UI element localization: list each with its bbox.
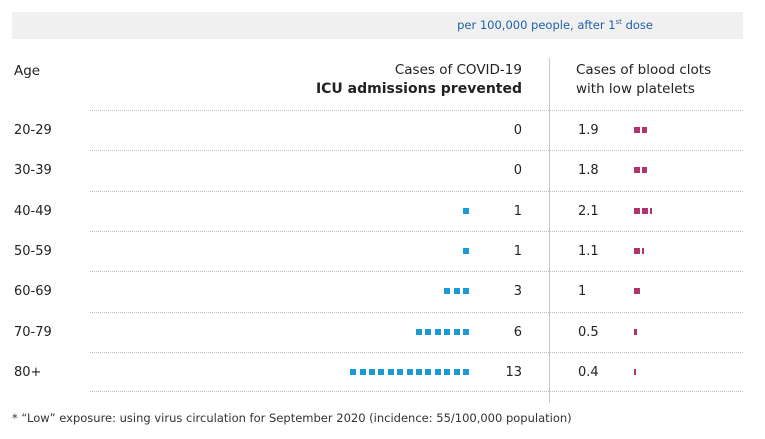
- clot-unit-mark: [642, 247, 644, 254]
- row-separator: [90, 271, 743, 273]
- age-label: 70-79: [14, 324, 52, 340]
- row-separator: [90, 110, 743, 111]
- covid-unit-square: [463, 288, 469, 295]
- clot-unit-mark: [634, 288, 640, 295]
- covid-unit-square: [416, 328, 422, 335]
- units-note: per 100,000 people, after 1st dose: [457, 18, 653, 32]
- clot-header-line2: with low platelets: [576, 81, 695, 97]
- row-separator: [90, 391, 743, 393]
- covid-unit-square: [444, 368, 451, 375]
- covid-unit-square: [453, 328, 460, 335]
- covid-value-label: 6: [513, 324, 522, 340]
- row-separator: [90, 311, 743, 313]
- column-divider: [549, 58, 550, 403]
- age-label: 30-39: [14, 163, 52, 179]
- clot-unit-mark: [634, 328, 637, 335]
- covid-unit-square: [350, 368, 357, 375]
- age-label: 20-29: [14, 123, 52, 138]
- covid-unit-square: [397, 368, 404, 375]
- covid-unit-square: [444, 328, 451, 335]
- clot-unit-mark: [634, 368, 637, 375]
- clot-unit-mark: [642, 207, 648, 214]
- covid-unit-square: [463, 247, 469, 254]
- covid-header-line2: ICU admissions prevented: [315, 81, 522, 97]
- age-label: 50-59: [14, 243, 52, 259]
- covid-header-line1: Cases of COVID-19: [394, 62, 522, 78]
- covid-unit-square: [463, 368, 469, 375]
- clot-value-label: 1.8: [578, 163, 599, 179]
- covid-unit-square: [453, 288, 460, 295]
- clot-unit-mark: [634, 127, 640, 133]
- clot-unit-mark: [634, 167, 640, 174]
- covid-unit-square: [406, 368, 413, 375]
- covid-unit-square: [369, 368, 375, 375]
- covid-unit-square: [425, 368, 432, 375]
- row-separator: [90, 150, 743, 152]
- units-banner: per 100,000 people, after 1st dose: [12, 12, 743, 39]
- covid-column-header: Cases of COVID-19 ICU admissions prevent…: [316, 61, 522, 99]
- covid-unit-square: [434, 368, 441, 375]
- age-label: 80+: [14, 364, 42, 380]
- clot-value-label: 2.1: [578, 203, 599, 219]
- covid-value-label: 13: [505, 364, 522, 380]
- covid-unit-square: [434, 328, 441, 335]
- clot-unit-mark: [642, 167, 647, 174]
- covid-value-label: 1: [513, 243, 522, 259]
- covid-value-label: 0: [513, 123, 522, 138]
- age-label: 40-49: [14, 203, 52, 219]
- covid-value-label: 1: [513, 203, 522, 219]
- clot-value-label: 1.9: [578, 123, 599, 138]
- age-column-header: Age: [14, 63, 41, 79]
- covid-unit-square: [425, 328, 432, 335]
- footnote: * “Low” exposure: using virus circulatio…: [12, 411, 572, 425]
- clot-header-line1: Cases of blood clots: [576, 62, 712, 78]
- clot-value-label: 0.4: [578, 364, 599, 380]
- covid-unit-square: [463, 328, 469, 335]
- clot-column-header: Cases of blood clots with low platelets: [576, 61, 711, 99]
- covid-unit-square: [387, 368, 394, 375]
- row-separator: [90, 230, 743, 232]
- covid-unit-square: [453, 368, 460, 375]
- covid-unit-square: [463, 207, 469, 214]
- clot-unit-mark: [634, 207, 640, 214]
- clot-unit-mark: [642, 127, 648, 133]
- clot-value-label: 1: [578, 284, 587, 300]
- covid-unit-square: [416, 368, 422, 375]
- covid-unit-square: [359, 368, 366, 375]
- covid-unit-square: [444, 288, 451, 295]
- clot-value-label: 1.1: [578, 243, 599, 259]
- covid-value-label: 3: [513, 284, 522, 300]
- covid-unit-square: [378, 368, 385, 375]
- covid-value-label: 0: [513, 163, 522, 179]
- age-label: 60-69: [14, 284, 52, 300]
- clot-value-label: 0.5: [578, 324, 599, 340]
- row-separator: [90, 351, 743, 353]
- clot-unit-mark: [634, 247, 640, 254]
- row-separator: [90, 190, 743, 192]
- clot-unit-mark: [650, 207, 652, 214]
